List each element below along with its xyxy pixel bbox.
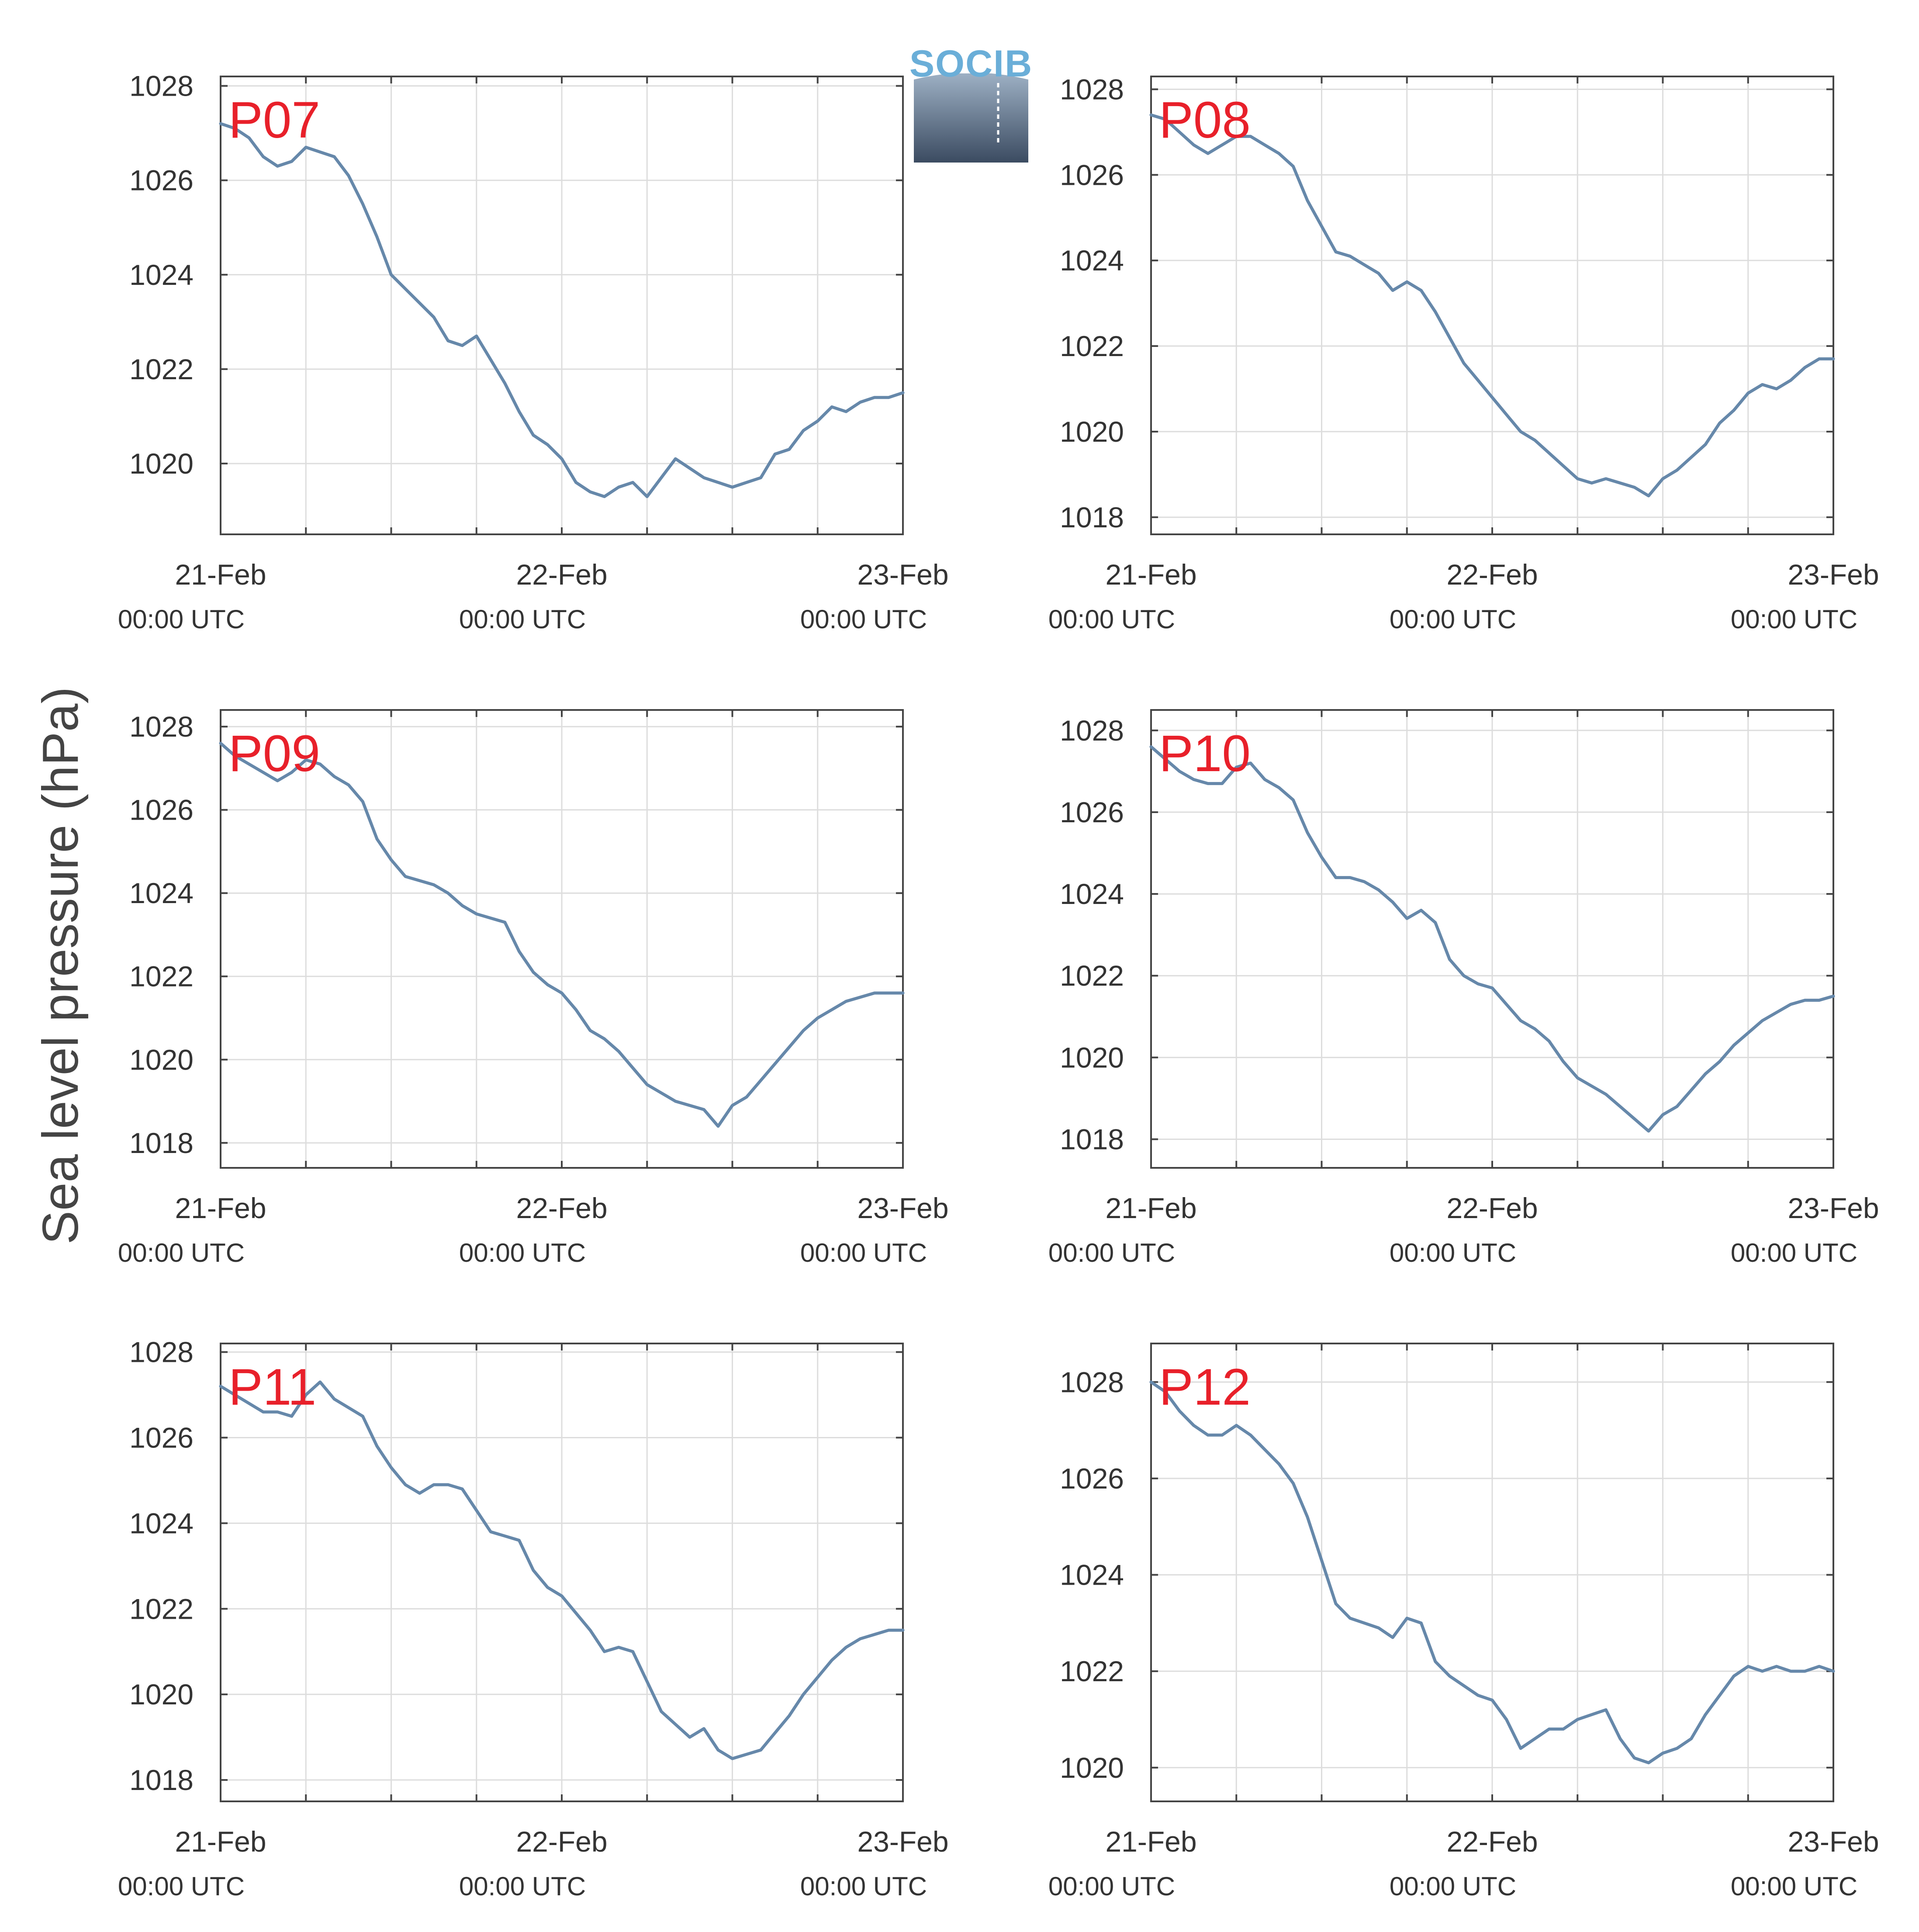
x-tick-label: 21-Feb (1105, 1192, 1196, 1224)
x-tick-sublabel: 00:00 UTC (800, 1238, 927, 1267)
y-tick-label: 1026 (129, 1421, 194, 1454)
panel-label: P07 (228, 91, 320, 149)
y-tick-label: 1020 (129, 447, 194, 480)
x-tick-label: 22-Feb (516, 558, 607, 591)
x-tick-sublabel: 00:00 UTC (118, 1872, 245, 1901)
y-tick-label: 1024 (1060, 1559, 1124, 1591)
y-axis-label: Sea level pressure (hPa) (32, 687, 89, 1245)
y-tick-label: 1024 (129, 1507, 194, 1539)
x-tick-label: 23-Feb (857, 1192, 948, 1224)
y-tick-label: 1020 (1060, 415, 1124, 448)
x-tick-sublabel: 00:00 UTC (1731, 1872, 1857, 1901)
y-tick-label: 1028 (129, 710, 194, 743)
series-line (219, 1380, 905, 1760)
x-tick-sublabel: 00:00 UTC (1048, 1238, 1175, 1267)
y-tick-label: 1018 (129, 1764, 194, 1796)
panel-label: P12 (1159, 1358, 1251, 1416)
x-tick-label: 21-Feb (175, 1192, 266, 1224)
x-tick-label: 21-Feb (175, 1825, 266, 1858)
socib-logo-box (914, 73, 1028, 163)
y-tick-label: 1028 (129, 70, 194, 102)
x-tick-sublabel: 00:00 UTC (118, 1238, 245, 1267)
x-tick-label: 23-Feb (1788, 1825, 1879, 1858)
x-tick-sublabel: 00:00 UTC (1048, 1872, 1175, 1901)
y-tick-label: 1020 (1060, 1041, 1124, 1073)
x-tick-sublabel: 00:00 UTC (1390, 1872, 1516, 1901)
x-tick-label: 21-Feb (175, 558, 266, 591)
y-tick-label: 1022 (129, 960, 194, 993)
y-tick-label: 1028 (1060, 1366, 1124, 1398)
series-line (1149, 745, 1835, 1133)
socib-logo: SOCIB (909, 43, 1033, 163)
x-tick-label: 23-Feb (1788, 1192, 1879, 1224)
series-line (219, 741, 905, 1128)
y-tick-label: 1018 (1060, 1123, 1124, 1156)
x-tick-label: 22-Feb (516, 1825, 607, 1858)
y-tick-label: 1022 (1060, 959, 1124, 992)
series-line (219, 122, 905, 499)
chart-panel-p09: 1018 1020 1022 1024 1026 1028 21-Feb 00:00 UTC 2… (118, 709, 949, 1267)
y-tick-label: 1020 (129, 1043, 194, 1076)
x-tick-label: 21-Feb (1105, 558, 1196, 591)
panel-label: P09 (228, 725, 320, 782)
x-tick-label: 21-Feb (1105, 1825, 1196, 1858)
x-tick-sublabel: 00:00 UTC (1390, 1238, 1516, 1267)
x-tick-sublabel: 00:00 UTC (459, 1238, 586, 1267)
y-tick-label: 1022 (1060, 330, 1124, 362)
x-tick-label: 22-Feb (1446, 558, 1538, 591)
series-line (1149, 1380, 1835, 1765)
y-tick-label: 1024 (129, 259, 194, 291)
y-tick-label: 1018 (1060, 501, 1124, 533)
x-tick-label: 23-Feb (857, 558, 948, 591)
x-tick-label: 23-Feb (1788, 558, 1879, 591)
x-tick-sublabel: 00:00 UTC (1731, 605, 1857, 634)
x-tick-sublabel: 00:00 UTC (800, 1872, 927, 1901)
x-tick-sublabel: 00:00 UTC (459, 605, 586, 634)
chart-panel-p07: 1020 1022 1024 1026 1028 21-Feb 00:00 UTC 22-Fe… (118, 70, 949, 634)
y-tick-label: 1026 (1060, 159, 1124, 191)
x-tick-sublabel: 00:00 UTC (1731, 1238, 1857, 1267)
y-tick-label: 1028 (1060, 73, 1124, 105)
y-tick-label: 1022 (129, 1593, 194, 1625)
y-tick-label: 1026 (1060, 796, 1124, 828)
panel-label: P10 (1159, 725, 1251, 782)
chart-panel-p08: 1018 1020 1022 1024 1026 1028 21-Feb 00:00 UTC 2… (1048, 73, 1879, 634)
x-tick-label: 22-Feb (1446, 1825, 1538, 1858)
chart-panel-p11: 1018 1020 1022 1024 1026 1028 21-Feb 00:00 UTC 2… (118, 1336, 949, 1901)
y-tick-label: 1022 (129, 353, 194, 385)
y-tick-label: 1028 (129, 1336, 194, 1368)
y-tick-label: 1020 (129, 1678, 194, 1710)
socib-logo-text: SOCIB (909, 43, 1033, 85)
socib-logo-wave (914, 73, 1028, 80)
y-tick-label: 1028 (1060, 714, 1124, 747)
x-tick-sublabel: 00:00 UTC (800, 605, 927, 634)
x-tick-label: 23-Feb (857, 1825, 948, 1858)
y-tick-label: 1024 (1060, 244, 1124, 277)
x-tick-sublabel: 00:00 UTC (1390, 605, 1516, 634)
x-tick-sublabel: 00:00 UTC (118, 605, 245, 634)
x-tick-sublabel: 00:00 UTC (459, 1872, 586, 1901)
y-tick-label: 1026 (129, 164, 194, 197)
y-tick-label: 1020 (1060, 1752, 1124, 1784)
panels: 1020 1022 1024 1026 1028 21-Feb 00:00 UTC 22-Fe… (118, 70, 1879, 1901)
panel-label: P08 (1159, 91, 1251, 149)
y-tick-label: 1026 (1060, 1462, 1124, 1495)
panel-label: P11 (228, 1358, 316, 1416)
series-line (1149, 113, 1835, 498)
y-tick-label: 1024 (1060, 878, 1124, 910)
y-tick-label: 1018 (129, 1127, 194, 1159)
y-tick-label: 1026 (129, 794, 194, 826)
x-tick-label: 22-Feb (1446, 1192, 1538, 1224)
chart-panel-p12: 1020 1022 1024 1026 1028 21-Feb 00:00 UTC 22-Fe… (1048, 1343, 1879, 1901)
chart-panel-p10: 1018 1020 1022 1024 1026 1028 21-Feb 00:00 UTC 2… (1048, 709, 1879, 1267)
y-tick-label: 1024 (129, 877, 194, 909)
y-tick-label: 1022 (1060, 1655, 1124, 1687)
x-tick-sublabel: 00:00 UTC (1048, 605, 1175, 634)
x-tick-label: 22-Feb (516, 1192, 607, 1224)
